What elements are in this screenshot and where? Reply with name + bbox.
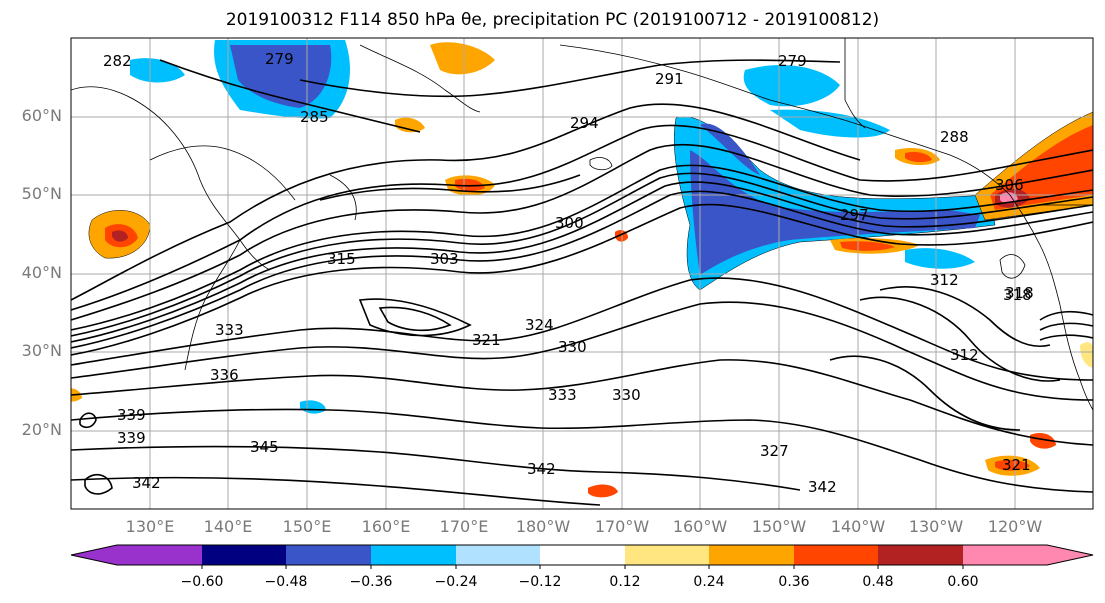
precip-shading bbox=[71, 40, 1093, 498]
contour-label: 285 bbox=[300, 108, 329, 126]
colorbar-segment bbox=[371, 545, 456, 565]
colorbar-segment bbox=[286, 545, 371, 565]
contour-label: 342 bbox=[132, 474, 161, 492]
contour-label: 330 bbox=[612, 386, 641, 404]
colorbar-tick-label: 0.48 bbox=[862, 574, 894, 590]
latitude-label: 30°N bbox=[21, 341, 62, 360]
contour-label: 318 bbox=[1003, 286, 1032, 304]
colorbar-tick-label: 0.24 bbox=[693, 574, 725, 590]
colorbar-tick-label: 0.60 bbox=[947, 574, 979, 590]
colorbar-segment bbox=[540, 545, 625, 565]
colorbar-segment bbox=[963, 545, 1047, 565]
contour-label: 312 bbox=[930, 271, 959, 289]
map-title: 2019100312 F114 850 hPa θe, precipitatio… bbox=[225, 10, 880, 30]
longitude-label: 120°W bbox=[987, 517, 1043, 536]
colorbar-segment bbox=[625, 545, 709, 565]
contour-label: 297 bbox=[840, 206, 869, 224]
longitude-label: 130°E bbox=[125, 517, 175, 536]
coastlines bbox=[71, 38, 1093, 411]
map-plot-area: 279 279 282 285 288 291 294 297 300 303 … bbox=[71, 38, 1093, 509]
contour-label: 279 bbox=[265, 50, 294, 68]
colorbar-tick-label: 0.12 bbox=[609, 574, 641, 590]
contour-label: 303 bbox=[430, 250, 459, 268]
contour-label: 336 bbox=[210, 366, 239, 384]
map-frame bbox=[70, 37, 1094, 510]
contour-label: 288 bbox=[940, 128, 969, 146]
longitude-label: 160°E bbox=[361, 517, 411, 536]
latitude-label: 50°N bbox=[21, 184, 62, 203]
contour-label: 342 bbox=[808, 478, 837, 496]
contour-label: 339 bbox=[117, 429, 146, 447]
longitude-label: 170°W bbox=[594, 517, 650, 536]
contour-label: 321 bbox=[472, 331, 501, 349]
colorbar-segment bbox=[794, 545, 878, 565]
latitude-label: 20°N bbox=[21, 420, 62, 439]
contour-label: 318 bbox=[1005, 284, 1034, 302]
contour-label: 279 bbox=[778, 52, 807, 70]
longitude-label: 140°E bbox=[203, 517, 253, 536]
contour-label: 282 bbox=[103, 52, 132, 70]
graticule bbox=[71, 38, 1093, 509]
colorbar-segment bbox=[878, 545, 963, 565]
longitude-label: 180°W bbox=[515, 517, 571, 536]
contour-label: 327 bbox=[760, 442, 789, 460]
longitude-label: 160°W bbox=[672, 517, 728, 536]
colorbar-segment bbox=[709, 545, 794, 565]
colorbar bbox=[70, 544, 1094, 569]
latitude-label: 40°N bbox=[21, 263, 62, 282]
latitude-label: 60°N bbox=[21, 106, 62, 125]
colorbar-tick-label: −0.24 bbox=[434, 574, 478, 590]
contour-label: 294 bbox=[570, 114, 599, 132]
contour-label: 291 bbox=[655, 70, 684, 88]
contour-label: 339 bbox=[117, 406, 146, 424]
colorbar-segment bbox=[456, 545, 540, 565]
colorbar-tick-label: 0.36 bbox=[778, 574, 810, 590]
contour-label: 300 bbox=[555, 214, 584, 232]
contour-label: 315 bbox=[327, 250, 356, 268]
longitude-label: 170°E bbox=[439, 517, 489, 536]
colorbar-tick-label: −0.12 bbox=[518, 574, 562, 590]
contour-label: 321 bbox=[1002, 456, 1031, 474]
colorbar-over-arrow bbox=[1047, 545, 1093, 565]
longitude-label: 130°W bbox=[908, 517, 964, 536]
contour-label: 342 bbox=[527, 460, 556, 478]
theta-e-contours bbox=[71, 59, 1093, 506]
colorbar-tick-label: −0.60 bbox=[180, 574, 224, 590]
contour-label: 306 bbox=[995, 176, 1024, 194]
negative-anomaly-core bbox=[690, 150, 980, 275]
colorbar-segment bbox=[117, 545, 202, 565]
colorbar-tick-label: −0.36 bbox=[349, 574, 393, 590]
longitude-label: 140°W bbox=[830, 517, 886, 536]
contour-label: 333 bbox=[548, 386, 577, 404]
longitude-label: 150°E bbox=[282, 517, 332, 536]
longitude-label: 150°W bbox=[751, 517, 807, 536]
contour-label: 345 bbox=[250, 438, 279, 456]
contour-label: 312 bbox=[950, 346, 979, 364]
contour-label: 324 bbox=[525, 316, 554, 334]
contour-label: 330 bbox=[558, 338, 587, 356]
colorbar-segment bbox=[202, 545, 286, 565]
contour-label-layer: 279 279 282 285 288 291 294 297 300 303 … bbox=[103, 50, 1034, 496]
contour-label: 333 bbox=[215, 321, 244, 339]
colorbar-under-arrow bbox=[71, 545, 117, 565]
colorbar-tick-label: −0.48 bbox=[264, 574, 308, 590]
